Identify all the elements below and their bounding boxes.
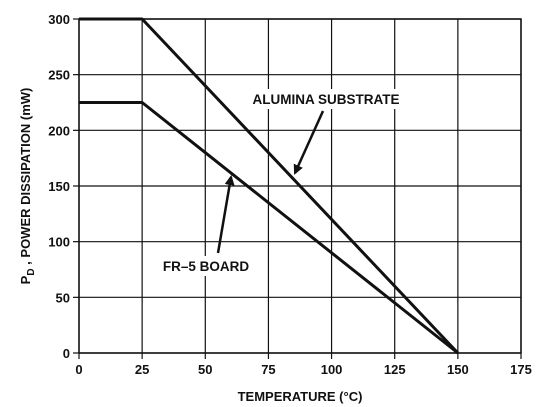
fr5-label-bg	[158, 256, 254, 276]
x-tick-label: 75	[261, 362, 275, 377]
y-tick-label: 250	[48, 68, 70, 83]
x-tick-label: 125	[384, 362, 406, 377]
y-tick-label: 300	[48, 12, 70, 27]
y-tick-label: 200	[48, 123, 70, 138]
x-tick-label: 100	[321, 362, 343, 377]
alumina-substrate-annotation: ALUMINA SUBSTRATE	[253, 92, 400, 107]
y-axis-label-rest: , POWER DISSIPATION (mW)	[18, 88, 33, 269]
alumina-arrow	[293, 110, 325, 175]
y-tick-label: 100	[48, 235, 70, 250]
x-tick-label: 175	[510, 362, 532, 377]
y-axis-label-main: P	[18, 275, 33, 284]
x-tick-label: 25	[135, 362, 149, 377]
alumina-label-bg	[246, 89, 408, 109]
fr5-board-annotation: FR–5 BOARD	[163, 259, 250, 274]
fr5-arrow	[216, 175, 235, 254]
x-tick-label: 0	[75, 362, 82, 377]
y-axis-label: PD , POWER DISSIPATION (mW)	[18, 88, 37, 285]
y-axis-label-subscript: D	[26, 268, 37, 275]
y-tick-label: 150	[48, 179, 70, 194]
tick-labels: 0 25 50 75 100 125 150 175 0 50 100 150 200 250 300	[48, 12, 532, 377]
x-tick-label: 150	[447, 362, 469, 377]
series-line-fr5-board	[79, 101, 459, 355]
x-tick-label: 50	[198, 362, 212, 377]
y-tick-label: 50	[56, 290, 70, 305]
grid-lines	[78, 18, 522, 354]
y-tick-label: 0	[63, 346, 70, 361]
x-axis-label: TEMPERATURE (°C)	[238, 389, 363, 404]
